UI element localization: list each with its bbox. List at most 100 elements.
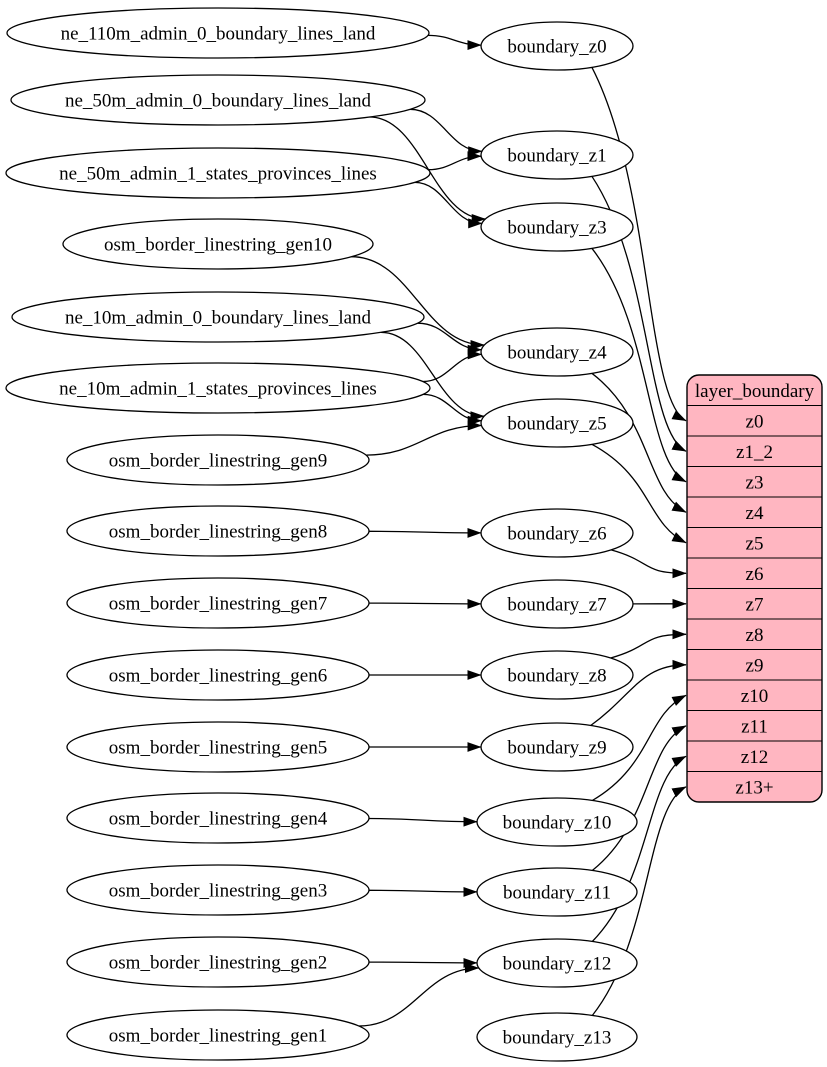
table-row-z1_2: z1_2	[736, 442, 773, 463]
node-boundary_z11: boundary_z11	[476, 867, 638, 917]
node-label: osm_border_linestring_gen6	[109, 666, 327, 687]
table-row-z10: z10	[741, 686, 768, 707]
node-label: ne_10m_admin_0_boundary_lines_land	[65, 308, 372, 329]
node-osm_border_linestring_gen9: osm_border_linestring_gen9	[66, 434, 370, 486]
table-row-z6: z6	[746, 564, 764, 585]
stage-ellipse	[480, 508, 634, 558]
source-ellipse	[5, 362, 431, 414]
node-osm_border_linestring_gen7: osm_border_linestring_gen7	[66, 577, 370, 629]
stage-ellipse	[476, 938, 638, 988]
edge-boundary_z3-z3	[591, 247, 687, 483]
node-label: boundary_z5	[507, 414, 606, 435]
node-boundary_z12: boundary_z12	[476, 938, 638, 988]
source-ellipse	[66, 505, 370, 557]
stage-ellipse	[480, 202, 634, 252]
node-boundary_z3: boundary_z3	[480, 202, 634, 252]
stage-ellipse	[476, 797, 638, 847]
node-label: boundary_z9	[507, 738, 606, 759]
node-osm_border_linestring_gen4: osm_border_linestring_gen4	[66, 792, 370, 844]
node-label: boundary_z6	[507, 524, 606, 545]
edge-osm_border_linestring_gen1-boundary_z12	[358, 963, 480, 1027]
table-row-z9: z9	[746, 655, 764, 676]
table-row-z3: z3	[746, 472, 764, 493]
table-row-z5: z5	[746, 533, 764, 554]
edge-ne_50m_admin_0_boundary_lines_land-boundary_z1	[409, 108, 483, 157]
node-label: ne_110m_admin_0_boundary_lines_land	[61, 24, 376, 45]
table-row-z4: z4	[746, 503, 764, 524]
source-ellipse	[10, 74, 426, 126]
node-boundary_z10: boundary_z10	[476, 797, 638, 847]
node-label: boundary_z7	[507, 595, 606, 616]
node-osm_border_linestring_gen3: osm_border_linestring_gen3	[66, 864, 370, 916]
table-title: layer_boundary	[695, 381, 815, 402]
node-label: boundary_z3	[507, 218, 606, 239]
stage-ellipse	[480, 130, 634, 180]
edge-osm_border_linestring_gen8-boundary_z6	[368, 527, 482, 538]
node-label: ne_50m_admin_0_boundary_lines_land	[65, 91, 372, 112]
node-osm_border_linestring_gen8: osm_border_linestring_gen8	[66, 505, 370, 557]
stage-ellipse	[480, 398, 634, 448]
edge-boundary_z8-z8	[610, 629, 687, 659]
node-label: osm_border_linestring_gen8	[109, 522, 327, 543]
node-label: boundary_z12	[503, 954, 612, 975]
edge-osm_border_linestring_gen4-boundary_z10	[368, 816, 478, 827]
node-label: boundary_z0	[507, 37, 606, 58]
node-label: boundary_z8	[507, 666, 606, 687]
edge-boundary_z9-z9	[590, 659, 687, 727]
node-osm_border_linestring_gen6: osm_border_linestring_gen6	[66, 649, 370, 701]
node-label: osm_border_linestring_gen7	[109, 594, 327, 615]
node-ne_50m_admin_1_states_provinces_lines: ne_50m_admin_1_states_provinces_lines	[5, 147, 431, 199]
source-ellipse	[5, 147, 431, 199]
source-ellipse	[66, 792, 370, 844]
node-boundary_z9: boundary_z9	[480, 722, 634, 772]
stage-ellipse	[480, 579, 634, 629]
node-label: boundary_z4	[507, 343, 607, 364]
node-boundary_z7: boundary_z7	[480, 579, 634, 629]
edge-ne_10m_admin_0_boundary_lines_land-boundary_z4	[417, 322, 482, 355]
table-row-z8: z8	[746, 625, 764, 646]
node-boundary_z6: boundary_z6	[480, 508, 634, 558]
edge-ne_10m_admin_1_states_provinces_lines-boundary_z4	[422, 349, 482, 383]
source-ellipse	[66, 936, 370, 988]
node-boundary_z13: boundary_z13	[476, 1012, 638, 1062]
table-layer: layer_boundary z0 z1_2 z3 z4 z5 z6 z7 z8 z9 z10 z11…	[686, 374, 823, 803]
node-ne_110m_admin_0_boundary_lines_land: ne_110m_admin_0_boundary_lines_land	[6, 7, 430, 59]
node-boundary_z1: boundary_z1	[480, 130, 634, 180]
edge-osm_border_linestring_gen9-boundary_z5	[366, 420, 482, 456]
node-boundary_z8: boundary_z8	[480, 650, 634, 700]
edge-ne_50m_admin_1_states_provinces_lines-boundary_z3	[414, 181, 483, 229]
edge-osm_border_linestring_gen7-boundary_z7	[368, 598, 482, 609]
node-label: boundary_z10	[503, 813, 612, 834]
node-label: osm_border_linestring_gen3	[109, 881, 327, 902]
node-label: osm_border_linestring_gen5	[109, 738, 327, 759]
node-label: osm_border_linestring_gen9	[109, 451, 327, 472]
node-label: osm_border_linestring_gen10	[104, 235, 332, 256]
edge-boundary_z11-z11	[591, 725, 687, 872]
source-ellipse	[66, 1009, 370, 1061]
node-label: ne_10m_admin_1_states_provinces_lines	[59, 379, 377, 400]
node-label: boundary_z13	[503, 1028, 612, 1049]
node-label: osm_border_linestring_gen1	[109, 1026, 327, 1047]
nodes-layer: ne_110m_admin_0_boundary_lines_land ne_50…	[5, 7, 638, 1062]
source-ellipse	[66, 577, 370, 629]
edge-boundary_z0-z0	[591, 67, 687, 422]
edge-ne_50m_admin_0_boundary_lines_land-boundary_z3	[369, 116, 486, 224]
edge-osm_border_linestring_gen10-boundary_z4	[351, 256, 485, 350]
stage-ellipse	[476, 867, 638, 917]
edge-ne_50m_admin_1_states_provinces_lines-boundary_z1	[428, 151, 482, 171]
edge-ne_10m_admin_0_boundary_lines_land-boundary_z5	[380, 331, 485, 422]
source-ellipse	[66, 721, 370, 773]
table-row-z13+: z13+	[735, 777, 773, 798]
source-ellipse	[62, 218, 374, 270]
edges-layer	[351, 34, 687, 1027]
source-ellipse	[66, 649, 370, 701]
edge-boundary_z4-z4	[591, 372, 687, 513]
node-ne_10m_admin_0_boundary_lines_land: ne_10m_admin_0_boundary_lines_land	[11, 291, 425, 343]
stage-ellipse	[480, 722, 634, 772]
edge-ne_110m_admin_0_boundary_lines_land-boundary_z0	[427, 34, 482, 51]
node-osm_border_linestring_gen10: osm_border_linestring_gen10	[62, 218, 374, 270]
node-osm_border_linestring_gen5: osm_border_linestring_gen5	[66, 721, 370, 773]
edge-osm_border_linestring_gen2-boundary_z12	[368, 957, 478, 968]
edge-boundary_z12-z12	[591, 755, 687, 942]
